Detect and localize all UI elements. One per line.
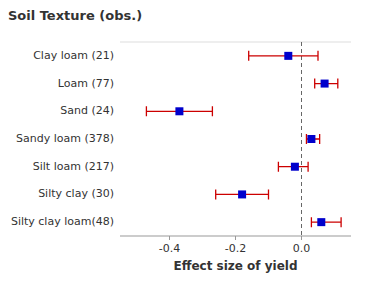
marker bbox=[317, 218, 325, 226]
y-tick-label: Sand (24) bbox=[60, 104, 114, 117]
x-tick bbox=[235, 236, 236, 240]
marker bbox=[291, 163, 299, 171]
y-tick-label: Sandy loam (378) bbox=[16, 132, 114, 145]
marker bbox=[175, 107, 183, 115]
y-tick-label: Silty clay (30) bbox=[38, 187, 114, 200]
y-tick-label: Silty clay loam(48) bbox=[11, 215, 114, 228]
plot-top-line bbox=[120, 42, 351, 43]
error-bar bbox=[216, 189, 269, 199]
plot-area bbox=[146, 42, 341, 236]
error-bar bbox=[278, 162, 308, 172]
marker bbox=[321, 80, 329, 88]
x-tick-label: -0.2 bbox=[225, 242, 246, 255]
error-bar bbox=[306, 134, 319, 144]
error-bar bbox=[315, 79, 338, 89]
title: Soil Texture (obs.) bbox=[8, 8, 142, 23]
x-tick-label: -0.4 bbox=[159, 242, 180, 255]
reference-line bbox=[301, 42, 302, 236]
x-tick bbox=[301, 236, 302, 240]
y-tick-label: Clay loam (21) bbox=[33, 49, 114, 62]
error-bar bbox=[146, 106, 212, 116]
error-bar bbox=[249, 51, 318, 61]
chart: Soil Texture (obs.) -0.4 -0.2 0.0 Effect siz… bbox=[0, 0, 365, 288]
error-bar bbox=[311, 217, 341, 227]
x-tick bbox=[169, 236, 170, 240]
x-axis-label: Effect size of yield bbox=[173, 259, 297, 273]
y-tick-label: Loam (77) bbox=[58, 77, 114, 90]
marker bbox=[238, 190, 246, 198]
y-tick-label: Silt loam (217) bbox=[33, 160, 114, 173]
marker bbox=[307, 135, 315, 143]
x-tick-label: 0.0 bbox=[293, 242, 311, 255]
marker bbox=[284, 52, 292, 60]
